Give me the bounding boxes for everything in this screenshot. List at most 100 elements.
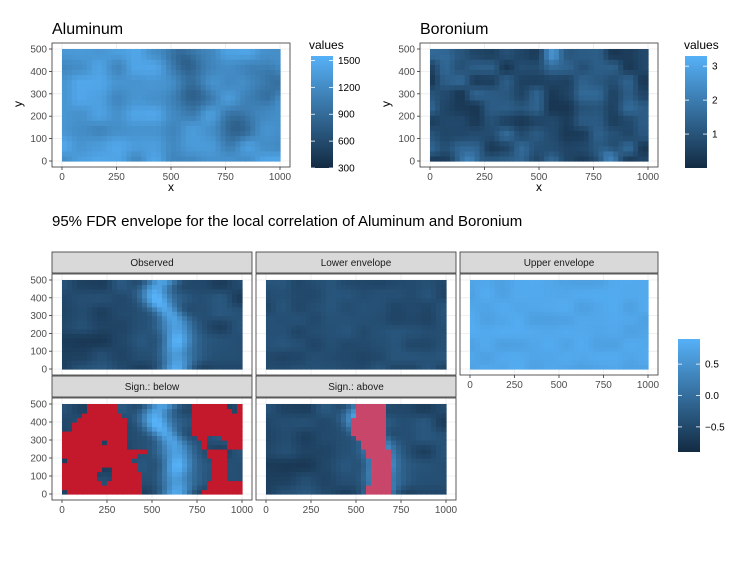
heatmap-cell <box>623 125 629 131</box>
heatmap-cell <box>430 80 436 86</box>
heatmap-cell <box>554 342 560 347</box>
heatmap-cell <box>127 481 133 486</box>
heatmap-cell <box>509 110 515 116</box>
heatmap-cell <box>584 141 590 147</box>
heatmap-cell <box>232 338 238 343</box>
heatmap-cell <box>436 342 442 347</box>
heatmap-cell <box>122 351 128 356</box>
heatmap-cell <box>137 360 143 365</box>
heatmap-cell <box>594 120 600 126</box>
heatmap-cell <box>250 59 256 65</box>
heatmap-cell <box>172 293 178 298</box>
heatmap-cell <box>156 120 162 126</box>
heatmap-cell <box>381 280 387 285</box>
heatmap-cell <box>117 302 123 307</box>
heatmap-cell <box>206 125 212 131</box>
heatmap-cell <box>255 110 261 116</box>
heatmap-cell <box>386 307 392 312</box>
heatmap-cell <box>391 289 397 294</box>
heatmap-cell <box>92 427 98 432</box>
heatmap-cell <box>245 110 251 116</box>
heatmap-cell <box>152 351 158 356</box>
heatmap-cell <box>92 105 98 111</box>
heatmap-cell <box>87 436 93 441</box>
heatmap-cell <box>152 365 158 370</box>
heatmap-cell <box>82 64 88 70</box>
heatmap-cell <box>529 95 535 101</box>
heatmap-cell <box>72 418 78 423</box>
heatmap-cell <box>217 298 223 303</box>
heatmap-cell <box>207 418 213 423</box>
heatmap-cell <box>126 136 132 142</box>
heatmap-cell <box>162 454 168 459</box>
heatmap-cell <box>117 404 123 409</box>
heatmap-cell <box>147 431 153 436</box>
heatmap-cell <box>301 316 307 321</box>
heatmap-cell <box>628 100 634 106</box>
heatmap-cell <box>162 298 168 303</box>
heatmap-cell <box>136 141 142 147</box>
heatmap-cell <box>82 49 88 55</box>
heatmap-cell <box>187 307 193 312</box>
heatmap-cell <box>460 49 466 55</box>
heatmap-cell <box>92 130 98 136</box>
heatmap-cell <box>608 95 614 101</box>
heatmap-cell <box>62 151 68 157</box>
heatmap-cell <box>77 422 83 427</box>
heatmap-cell <box>564 329 570 334</box>
heatmap-cell <box>207 458 213 463</box>
heatmap-cell <box>222 293 228 298</box>
heatmap-cell <box>121 85 127 91</box>
heatmap-cell <box>122 449 128 454</box>
heatmap-cell <box>613 130 619 136</box>
heatmap-cell <box>281 333 287 338</box>
heatmap-cell <box>67 120 73 126</box>
heatmap-cell <box>584 284 590 289</box>
heatmap-cell <box>216 90 222 96</box>
heatmap-cell <box>147 329 153 334</box>
heatmap-cell <box>255 49 261 55</box>
heatmap-cell <box>569 316 575 321</box>
heatmap-cell <box>441 316 447 321</box>
heatmap-cell <box>608 325 614 330</box>
y-tick-label: 500 <box>30 276 47 287</box>
heatmap-cell <box>499 85 505 91</box>
heatmap-cell <box>162 476 168 481</box>
heatmap-cell <box>126 95 132 101</box>
heatmap-cell <box>265 136 271 142</box>
heatmap-cell <box>87 49 93 55</box>
heatmap-cell <box>77 325 83 330</box>
heatmap-cell <box>112 284 118 289</box>
heatmap-cell <box>260 105 266 111</box>
heatmap-cell <box>87 120 93 126</box>
heatmap-cell <box>240 146 246 152</box>
heatmap-cell <box>72 54 78 60</box>
heatmap-cell <box>603 146 609 152</box>
heatmap-cell <box>465 95 471 101</box>
heatmap-cell <box>131 136 137 142</box>
heatmap-cell <box>212 467 218 472</box>
heatmap-cell <box>62 467 68 472</box>
heatmap-cell <box>396 329 402 334</box>
heatmap-cell <box>376 293 382 298</box>
heatmap-cell <box>406 298 412 303</box>
heatmap-cell <box>291 365 297 370</box>
heatmap-cell <box>579 105 585 111</box>
heatmap-cell <box>147 490 153 495</box>
heatmap-cell <box>346 320 352 325</box>
heatmap-cell <box>62 115 68 121</box>
heatmap-cell <box>515 338 521 343</box>
heatmap-cell <box>112 280 118 285</box>
heatmap-cell <box>376 351 382 356</box>
heatmap-cell <box>534 64 540 70</box>
heatmap-cell <box>628 125 634 131</box>
heatmap-cell <box>515 307 521 312</box>
heatmap-cell <box>227 404 233 409</box>
heatmap-cell <box>371 307 377 312</box>
heatmap-cell <box>321 325 327 330</box>
heatmap-cell <box>250 74 256 80</box>
heatmap-cell <box>608 80 614 86</box>
heatmap-cell <box>132 418 138 423</box>
heatmap-cell <box>232 418 238 423</box>
heatmap-cell <box>336 280 342 285</box>
